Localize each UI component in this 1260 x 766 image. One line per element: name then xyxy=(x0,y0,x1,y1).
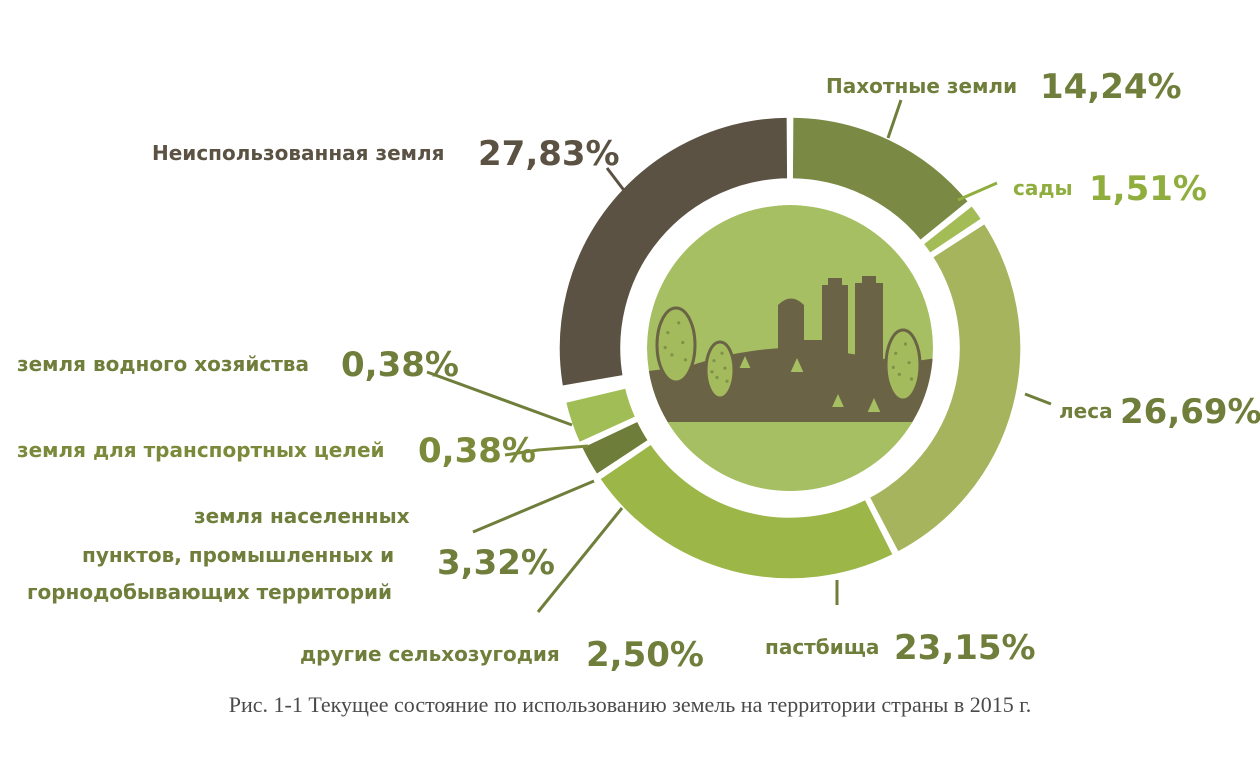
slice-label-5: пунктов, промышленных и xyxy=(82,543,394,567)
slice-value-5: 3,32% xyxy=(437,543,555,583)
slice-value-4: 2,50% xyxy=(586,635,704,675)
slice-value-6: 0,38% xyxy=(418,431,536,471)
leader-line-0 xyxy=(886,99,903,139)
donut-slices xyxy=(556,114,1024,582)
slice-value-8: 27,83% xyxy=(478,134,620,174)
slice-value-2: 26,69% xyxy=(1120,392,1260,432)
slice-value-0: 14,24% xyxy=(1040,67,1182,107)
slice-label-5: горнодобывающих территорий xyxy=(27,580,392,604)
leader-line-1 xyxy=(957,181,998,202)
leader-line-4 xyxy=(536,507,624,613)
slice-value-7: 0,38% xyxy=(341,345,459,385)
slice-label-0: Пахотные земли xyxy=(826,74,1017,98)
slice-0 xyxy=(789,114,973,245)
slice-label-4: другие сельхозугодия xyxy=(300,642,560,666)
slice-3 xyxy=(595,440,898,582)
slice-value-1: 1,51% xyxy=(1089,169,1207,209)
slice-label-1: сады xyxy=(1013,176,1073,200)
slice-labels: Пахотные земли 14,24% сады 1,51% леса 26,69% п… xyxy=(17,67,1260,675)
slice-6 xyxy=(560,380,629,401)
slice-1 xyxy=(919,201,986,258)
leader-line-8 xyxy=(605,167,628,194)
slice-label-3: пастбища xyxy=(765,635,879,659)
slice-2 xyxy=(865,219,1024,556)
slice-label-7: земля водного хозяйства xyxy=(17,352,309,376)
slice-label-8: Неиспользованная земля xyxy=(152,141,445,165)
slice-label-2: леса xyxy=(1059,399,1113,423)
slice-label-6: земля для транспортных целей xyxy=(17,438,385,462)
city-skyline-icon xyxy=(647,205,933,491)
leader-line-6 xyxy=(504,444,589,457)
slice-value-3: 23,15% xyxy=(894,628,1036,668)
chart-caption: Рис. 1-1 Текущее состояние по использова… xyxy=(228,692,1032,717)
leader-line-2 xyxy=(1024,392,1052,406)
leader-lines xyxy=(426,99,1052,613)
slice-8 xyxy=(556,114,791,390)
slice-4 xyxy=(577,417,653,479)
slice-5 xyxy=(562,384,640,447)
leader-line-5 xyxy=(472,479,595,534)
slice-label-5: земля населенных xyxy=(194,504,410,528)
slice-7 xyxy=(559,376,628,395)
leader-line-7 xyxy=(426,370,573,427)
